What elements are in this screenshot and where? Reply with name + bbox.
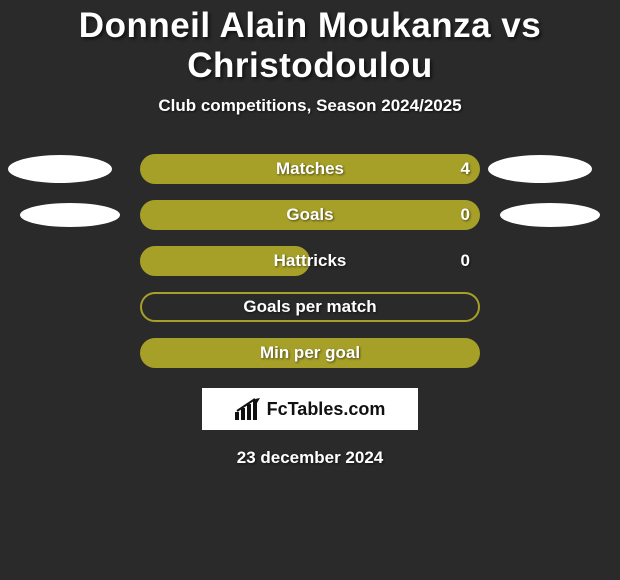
- speech-bubble: [20, 203, 120, 227]
- bar-fill-left: [140, 338, 310, 368]
- logo-box: FcTables.com: [202, 388, 418, 430]
- value-right: 4: [461, 154, 470, 184]
- date-line: 23 december 2024: [0, 448, 620, 468]
- stat-row: Goals per match: [0, 292, 620, 322]
- bar-track: Hattricks: [140, 246, 480, 276]
- speech-bubble: [8, 155, 112, 183]
- bar-fill-right: [310, 200, 480, 230]
- bar-label: Goals per match: [140, 292, 480, 322]
- logo-bars-icon: [235, 398, 261, 420]
- speech-bubble: [500, 203, 600, 227]
- bar-outline: [140, 292, 480, 322]
- bar-fill-right: [310, 338, 480, 368]
- comparison-rows: Matches4Goals0Hattricks0Goals per matchM…: [0, 154, 620, 368]
- bar-fill-left: [140, 246, 310, 276]
- bar-track: Goals: [140, 200, 480, 230]
- speech-bubble: [488, 155, 592, 183]
- bar-track: Matches: [140, 154, 480, 184]
- page-title: Donneil Alain Moukanza vs Christodoulou: [0, 0, 620, 86]
- stat-row: Min per goal: [0, 338, 620, 368]
- subtitle: Club competitions, Season 2024/2025: [0, 96, 620, 116]
- bar-track: Min per goal: [140, 338, 480, 368]
- logo-text: FcTables.com: [267, 399, 386, 420]
- stat-row: Hattricks0: [0, 246, 620, 276]
- bar-fill-right: [310, 154, 480, 184]
- value-right: 0: [461, 246, 470, 276]
- value-right: 0: [461, 200, 470, 230]
- bar-fill-left: [140, 154, 310, 184]
- bar-fill-left: [140, 200, 310, 230]
- bar-track: Goals per match: [140, 292, 480, 322]
